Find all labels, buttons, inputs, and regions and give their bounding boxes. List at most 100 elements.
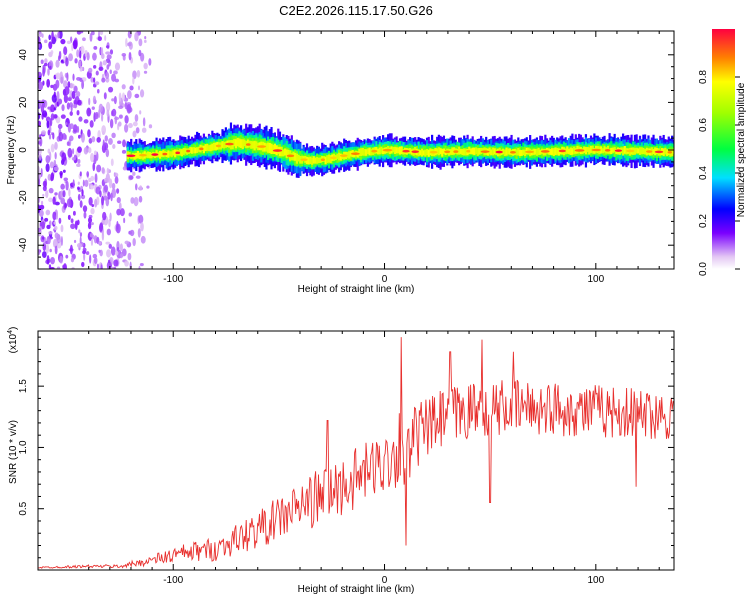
noise-cell — [99, 222, 104, 232]
noise-cell — [94, 81, 100, 86]
noise-cell — [125, 38, 128, 48]
signal-cell — [671, 149, 674, 157]
noise-cell — [58, 217, 62, 224]
noise-cell — [89, 32, 93, 42]
noise-cell — [69, 111, 73, 116]
signal-cell — [363, 149, 366, 156]
colorbar-gradient — [712, 29, 735, 269]
noise-cell — [84, 53, 88, 57]
signal-peak — [215, 144, 222, 148]
noise-cell — [102, 211, 107, 221]
noise-cell — [39, 221, 42, 227]
noise-cell — [90, 175, 95, 182]
signal-peak — [495, 150, 503, 154]
signal-cell — [214, 142, 217, 151]
signal-cell — [505, 147, 508, 156]
snr-scale-note: (x104) — [7, 327, 19, 354]
noise-cell — [77, 181, 80, 186]
signal-cell — [241, 139, 244, 150]
noise-cell — [49, 248, 52, 253]
noise-cell — [69, 123, 74, 130]
noise-cell — [54, 141, 58, 150]
noise-cell — [53, 107, 57, 111]
noise-cell — [110, 266, 115, 269]
noise-cell — [83, 252, 86, 261]
noise-cell — [81, 79, 85, 90]
noise-cell — [107, 191, 111, 200]
signal-cell — [589, 145, 593, 153]
signal-cell — [299, 155, 302, 164]
signal-cell — [197, 146, 200, 152]
signal-peak — [510, 151, 516, 154]
noise-cell — [124, 123, 129, 133]
noise-cell — [81, 132, 85, 143]
noise-cell — [109, 49, 114, 55]
noise-cell — [106, 261, 112, 269]
colorbar-tick-label: 0.0 — [698, 262, 709, 276]
noise-cell — [44, 58, 48, 64]
noise-cell — [93, 150, 97, 156]
signal-cell — [573, 146, 576, 155]
signal-peak — [574, 149, 585, 152]
signal-cell — [147, 151, 150, 158]
signal-cell — [419, 150, 422, 156]
noise-cell — [82, 179, 85, 187]
noise-cell — [109, 69, 112, 74]
noise-cell — [44, 39, 48, 44]
noise-cell — [133, 196, 139, 207]
noise-cell — [47, 129, 51, 136]
signal-cell — [305, 156, 309, 165]
signal-cell — [600, 146, 603, 154]
signal-cell — [368, 147, 371, 156]
signal-cell — [294, 152, 297, 161]
spectrogram-ytick-label: 20 — [18, 96, 29, 108]
svg-text:(x104): (x104) — [7, 327, 19, 354]
signal-cell — [635, 147, 638, 154]
noise-cell — [97, 89, 100, 94]
signal-cell — [471, 147, 474, 155]
noise-cell — [102, 60, 107, 66]
signal-cell — [324, 156, 327, 165]
signal-cell — [348, 151, 351, 159]
noise-cell — [38, 153, 42, 161]
noise-cell — [66, 141, 70, 146]
signal-peak — [591, 148, 601, 152]
signal-cell — [463, 148, 466, 156]
noise-cell — [86, 107, 92, 117]
colorbar-tick-label: 0.4 — [698, 166, 709, 180]
noise-cell — [72, 179, 75, 189]
noise-cell — [101, 167, 105, 174]
noise-cell — [79, 232, 83, 237]
signal-cell — [459, 148, 462, 155]
noise-cell — [119, 243, 123, 252]
signal-cell — [517, 147, 520, 156]
signal-peak — [604, 149, 611, 152]
noise-cell — [88, 196, 93, 206]
signal-peak — [558, 149, 566, 153]
colorbar-tick-label: 0.6 — [698, 118, 709, 132]
noise-cell — [42, 185, 47, 192]
noise-cell — [76, 243, 83, 248]
noise-cell — [140, 222, 144, 232]
signal-cell — [317, 157, 320, 164]
noise-cell — [104, 35, 107, 42]
noise-cell — [46, 224, 51, 230]
noise-cell — [76, 125, 80, 134]
signal-cell — [206, 143, 209, 151]
noise-cell — [78, 116, 83, 122]
signal-cell — [190, 147, 194, 154]
noise-cell — [132, 171, 136, 176]
signal-cell — [207, 145, 211, 152]
noise-cell — [53, 221, 56, 225]
noise-cell — [148, 124, 153, 129]
noise-cell — [139, 110, 142, 115]
noise-cell — [38, 120, 42, 127]
signal-cell — [441, 148, 444, 157]
noise-cell — [91, 106, 95, 110]
noise-cell — [108, 137, 113, 145]
signal-cell — [157, 152, 160, 158]
noise-cell — [108, 243, 112, 249]
noise-cell — [69, 82, 73, 89]
signal-cell — [425, 149, 429, 156]
noise-cell — [108, 178, 113, 189]
